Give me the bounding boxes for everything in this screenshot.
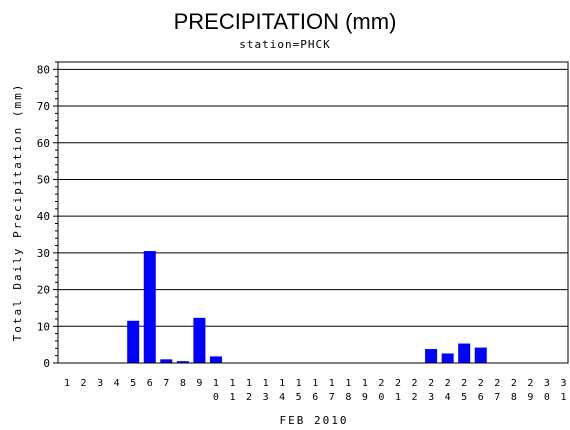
grid-lines: [58, 68, 568, 327]
bar-day-8: [176, 361, 189, 363]
bar-day-25: [458, 343, 471, 363]
y-tick-label: 70: [37, 100, 50, 113]
x-tick-label: 4: [114, 378, 120, 389]
x-tick-label: 5: [130, 378, 136, 389]
y-axis: 0 10 20 30 40 50 60 70 80: [37, 61, 58, 370]
bar-day-7: [160, 359, 173, 363]
x-axis: 1 2 3 4 5 6 7 8 9 1 01 11 21 31 41 51 61 71 81 92 02 12 22 32 42…: [64, 378, 567, 403]
bar-day-26: [474, 347, 487, 363]
chart-title: PRECIPITATION (mm): [174, 9, 397, 34]
y-tick-label: 50: [37, 173, 50, 186]
x-tick-label: 9: [196, 378, 202, 389]
bar-day-9: [193, 317, 206, 363]
x-tick-label: 6: [147, 378, 153, 389]
chart-subtitle: station=PHCK: [239, 38, 330, 51]
y-tick-label: 60: [37, 137, 50, 150]
bar-day-6: [143, 251, 156, 363]
x-tick-label: 8: [180, 378, 186, 389]
bar-day-24: [441, 353, 454, 363]
x-tick-label: 7: [163, 378, 169, 389]
y-tick-label: 0: [43, 357, 50, 370]
plot-frame: [57, 61, 569, 364]
x-axis-label: FEB 2010: [280, 414, 349, 427]
bar-day-10: [209, 356, 222, 363]
y-tick-label: 80: [37, 63, 50, 76]
y-tick-label: 10: [37, 320, 50, 333]
x-tick-label: 3: [97, 378, 103, 389]
bars: [127, 251, 487, 363]
bar-day-23: [425, 349, 438, 363]
y-tick-label: 20: [37, 284, 50, 297]
y-tick-label: 30: [37, 247, 50, 260]
x-tick-label: 1: [64, 378, 70, 389]
x-tick-label: 2: [81, 378, 87, 389]
y-axis-label: Total Daily Precipitation (mm): [11, 83, 24, 342]
bar-day-5: [127, 320, 140, 363]
y-tick-label: 40: [37, 210, 50, 223]
